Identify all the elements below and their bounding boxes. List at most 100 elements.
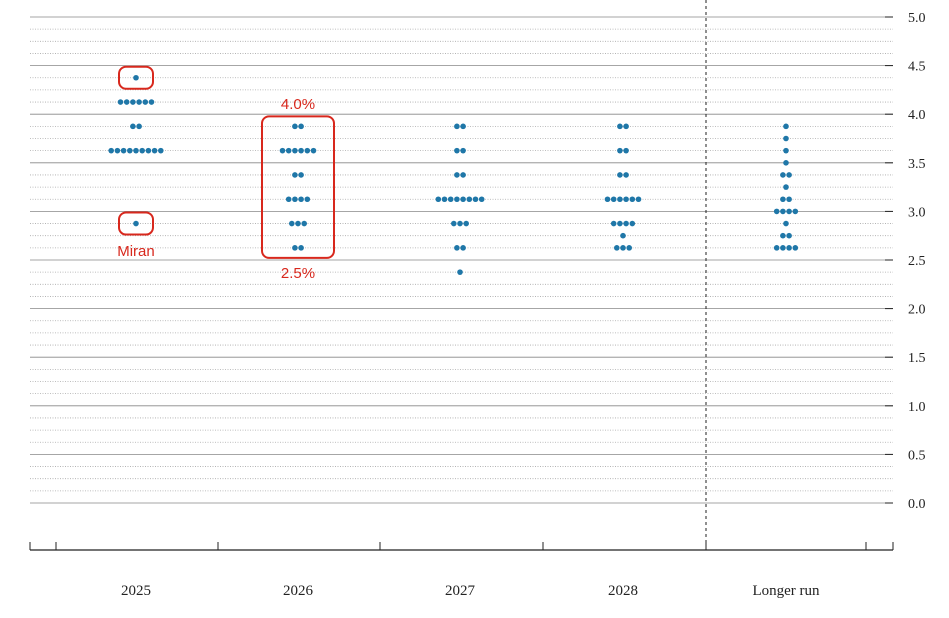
data-dot: [629, 196, 636, 203]
y-axis-ticks: 0.0 0.5 1.0 1.5 2.0 2.5 3.0 3.5 4.0 4.5 5.0: [885, 11, 926, 512]
data-dot: [142, 99, 149, 105]
data-dot: [123, 99, 130, 105]
data-dot: [133, 74, 139, 81]
data-dot: [623, 147, 629, 154]
data-dot: [127, 147, 133, 154]
data-dot: [292, 196, 298, 203]
data-dot: [792, 245, 799, 251]
data-dot: [780, 245, 786, 251]
data-dot: [298, 245, 304, 251]
data-dot: [279, 147, 286, 154]
data-dot: [136, 99, 142, 105]
data-dot: [773, 208, 780, 215]
data-dot: [623, 123, 629, 130]
annotation-miran-label: Miran: [117, 243, 155, 260]
dots-layer: [108, 74, 799, 275]
data-dot: [457, 269, 463, 275]
data-dot: [447, 196, 454, 203]
data-dot: [151, 147, 158, 154]
data-dot: [623, 172, 629, 178]
y-tick-label: 0.0: [908, 497, 926, 512]
y-tick-label: 0.5: [908, 448, 926, 463]
data-dot: [623, 196, 629, 203]
data-dot: [617, 220, 623, 227]
data-dot: [629, 220, 636, 227]
x-category-label: 2028: [608, 583, 638, 599]
data-dot: [158, 147, 164, 154]
data-dot: [617, 123, 623, 130]
data-dot: [289, 220, 295, 227]
data-dot: [292, 172, 298, 178]
highlight-box-2026: [261, 115, 335, 259]
data-dot: [620, 245, 626, 251]
data-dot: [304, 147, 311, 154]
data-dot: [120, 147, 127, 154]
data-dot: [626, 245, 632, 251]
data-dot: [310, 147, 317, 154]
data-dot: [617, 172, 623, 178]
data-dot: [298, 196, 304, 203]
data-dot: [117, 99, 124, 105]
data-dot: [780, 196, 786, 203]
data-dot: [610, 196, 617, 203]
data-dot: [108, 147, 114, 154]
data-dot: [786, 232, 792, 239]
data-dot: [130, 99, 136, 105]
data-dot: [460, 147, 466, 154]
data-dot: [301, 220, 308, 227]
data-dot: [783, 147, 789, 154]
data-dot: [478, 196, 485, 203]
data-dot: [133, 147, 139, 154]
data-dot: [783, 123, 789, 130]
data-dot: [454, 196, 460, 203]
y-tick-label: 4.5: [908, 60, 926, 75]
data-dot: [292, 245, 298, 251]
data-dot: [298, 123, 304, 130]
x-category-label: Longer run: [752, 583, 820, 599]
data-dot: [454, 245, 460, 251]
y-tick-label: 1.0: [908, 400, 926, 415]
data-dot: [298, 172, 304, 178]
data-dot: [786, 172, 792, 178]
highlight-boxes: [118, 65, 335, 259]
data-dot: [786, 245, 792, 251]
data-dot: [451, 220, 457, 227]
data-dot: [454, 172, 460, 178]
data-dot: [617, 147, 623, 154]
data-dot: [463, 220, 470, 227]
highlight-box-2025-top: [118, 65, 154, 90]
data-dot: [292, 147, 298, 154]
data-dot: [620, 232, 626, 239]
data-dot: [139, 147, 145, 154]
y-tick-label: 3.0: [908, 205, 926, 220]
data-dot: [792, 208, 799, 215]
data-dot: [133, 220, 139, 227]
data-dot: [460, 196, 466, 203]
data-dot: [460, 245, 466, 251]
annotation-bottom-label: 2.5%: [281, 265, 315, 282]
data-dot: [130, 123, 136, 130]
data-dot: [148, 99, 155, 105]
data-dot: [773, 245, 780, 251]
highlight-box-2025-miran: [118, 211, 154, 236]
y-tick-label: 4.0: [908, 108, 926, 123]
data-dot: [460, 172, 466, 178]
y-tick-label: 5.0: [908, 11, 926, 26]
data-dot: [454, 123, 460, 130]
data-dot: [114, 147, 121, 154]
x-axis: 2025 2026 2027 2028 Longer run: [29, 542, 894, 599]
data-dot: [783, 135, 789, 142]
data-dot: [454, 147, 460, 154]
gridlines: [30, 16, 893, 504]
data-dot: [304, 196, 311, 203]
y-tick-label: 2.5: [908, 254, 926, 269]
data-dot: [285, 196, 292, 203]
data-dot: [783, 184, 789, 190]
data-dot: [457, 220, 463, 227]
data-dot: [460, 123, 466, 130]
data-dot: [617, 196, 623, 203]
data-dot: [786, 208, 792, 215]
data-dot: [780, 172, 786, 178]
data-dot: [614, 245, 620, 251]
